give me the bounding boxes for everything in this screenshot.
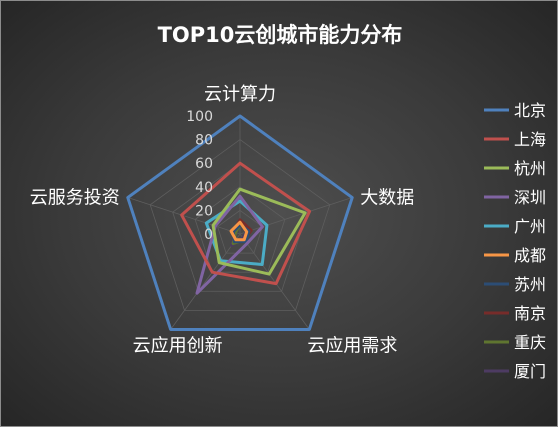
chart-title: TOP10云创城市能力分布 — [158, 23, 403, 47]
grid-spoke — [239, 233, 310, 330]
axis-label: 云应用需求 — [307, 335, 397, 356]
grid-ring — [149, 139, 331, 311]
grid-ring — [194, 186, 286, 273]
legend-label: 杭州 — [514, 159, 546, 178]
series-杭州 — [211, 187, 307, 276]
series-北京 — [126, 114, 354, 331]
axis-label: 云服务投资 — [30, 188, 120, 209]
grid-spoke — [239, 197, 353, 235]
legend-label: 苏州 — [514, 275, 546, 294]
tick-label: 0 — [204, 227, 213, 243]
series-深圳 — [195, 194, 264, 295]
tick-label: 80 — [195, 133, 213, 149]
tick-label: 100 — [186, 109, 213, 125]
grid-spoke — [127, 197, 241, 235]
legend-label: 上海 — [514, 130, 546, 149]
series-上海 — [180, 161, 312, 286]
legend-label: 重庆 — [514, 333, 546, 352]
series-广州 — [204, 199, 269, 267]
legend-label: 南京 — [514, 304, 546, 323]
axis-label: 云计算力 — [204, 84, 276, 105]
legend-label: 北京 — [514, 101, 546, 120]
legend-label: 广州 — [514, 217, 546, 236]
legend-label: 深圳 — [514, 188, 546, 207]
tick-label: 40 — [195, 180, 213, 196]
series-苏州 — [231, 223, 251, 244]
axis-label: 大数据 — [360, 188, 414, 209]
axis-label: 云应用创新 — [133, 335, 223, 356]
radar-series — [126, 114, 354, 331]
legend-label: 厦门 — [514, 362, 546, 381]
radial-tick-labels: 0 20 40 60 80 100 — [186, 109, 213, 243]
grid-ring — [172, 162, 308, 292]
legend-label: 成都 — [514, 246, 546, 265]
tick-label: 20 — [195, 203, 213, 219]
grid-spoke — [170, 233, 241, 330]
tick-label: 60 — [195, 156, 213, 172]
series-成都 — [229, 220, 249, 242]
